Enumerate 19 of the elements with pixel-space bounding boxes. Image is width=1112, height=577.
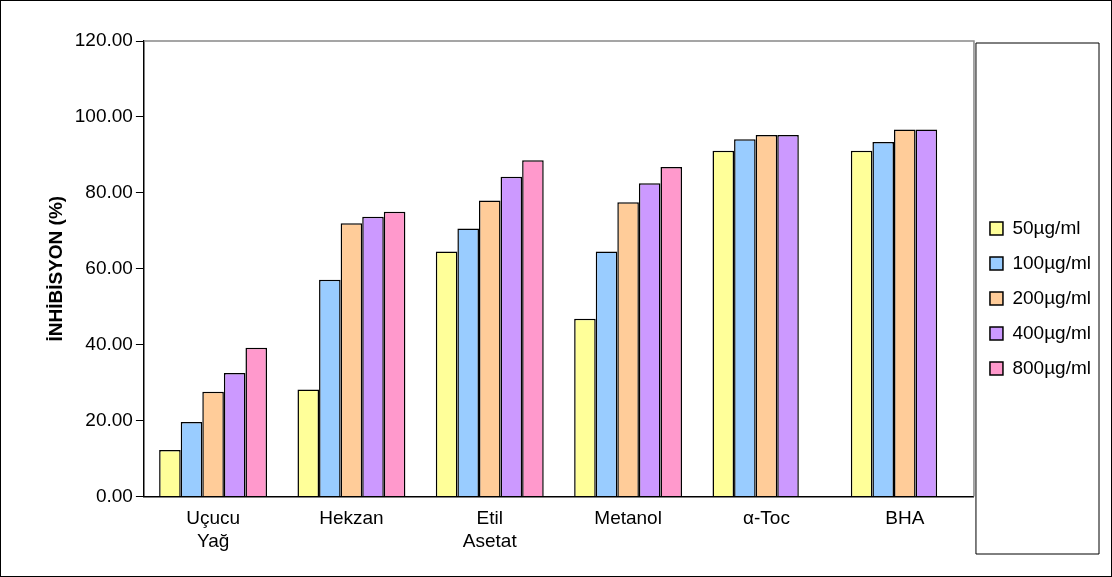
y-tick-label: 60.00 [85,256,133,278]
y-axis-title: İNHİBİSYON (%) [44,195,66,342]
legend-label: 100µg/ml [1012,251,1091,273]
x-tick-label: Hekzan [319,507,384,529]
legend-label: 800µg/ml [1012,356,1091,378]
x-tick-label: Etil Asetat [462,507,518,551]
y-tick-label: 80.00 [85,181,133,203]
x-tick-label: α-Toc [743,507,790,529]
y-tick-label: 120.00 [74,29,133,51]
legend-label: 400µg/ml [1012,321,1091,343]
y-tick-label: 100.00 [74,105,133,127]
y-tick-label: 0.00 [95,484,133,506]
x-tick-label: BHA [885,507,925,529]
x-tick-label: Uçucu Yağ [186,507,241,551]
x-tick-label: Metanol [594,507,662,529]
legend-label: 200µg/ml [1012,286,1091,308]
y-tick-label: 40.00 [85,332,133,354]
legend-label: 50µg/ml [1012,216,1081,238]
y-tick-label: 20.00 [85,408,133,430]
